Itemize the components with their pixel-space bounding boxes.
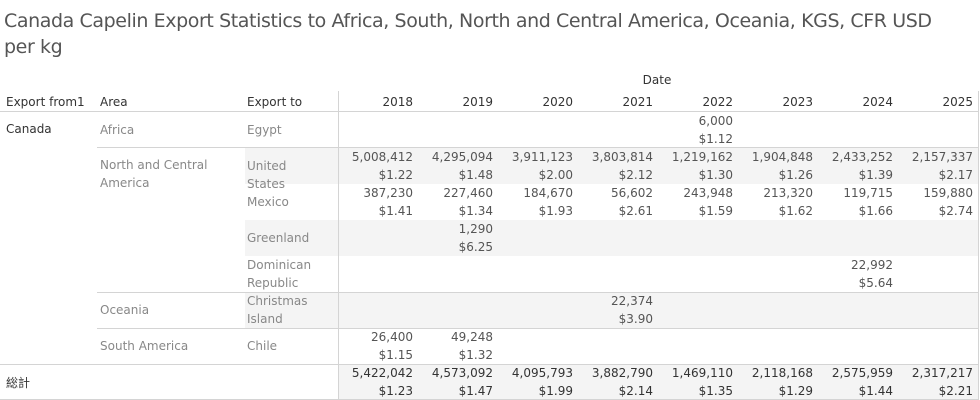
area-label: Africa: [100, 123, 135, 137]
total-kg: 3,882,790: [591, 366, 653, 380]
cell-usd: $2.00: [538, 168, 573, 182]
cell-kg: 3,911,123: [511, 150, 573, 164]
year-header-2023[interactable]: 2023: [782, 95, 813, 109]
year-header-2022[interactable]: 2022: [702, 95, 733, 109]
year-header-2019[interactable]: 2019: [462, 95, 493, 109]
cell-usd: $2.12: [618, 168, 653, 182]
total-usd: $2.14: [618, 384, 653, 398]
cell-kg: 2,433,252: [831, 150, 893, 164]
year-header-2024[interactable]: 2024: [862, 95, 893, 109]
export-to-label: Dominican Republic: [247, 258, 312, 290]
export-to-label: Mexico: [247, 195, 289, 209]
total-usd: $1.23: [378, 384, 413, 398]
total-usd: $1.47: [458, 384, 493, 398]
cell-kg: 387,230: [363, 186, 413, 200]
year-header-2018[interactable]: 2018: [382, 95, 413, 109]
header-export-from[interactable]: Export from1: [6, 95, 85, 109]
cell-kg: 227,460: [443, 186, 493, 200]
export-to-label: Chile: [247, 339, 278, 353]
right-border: [978, 91, 979, 400]
cell-usd: $1.30: [698, 168, 733, 182]
column-divider: [338, 91, 339, 400]
column-group-date: Date: [642, 73, 672, 87]
cell-kg: 6,000: [698, 114, 733, 128]
total-kg: 4,573,092: [431, 366, 493, 380]
total-usd: $2.21: [938, 384, 973, 398]
header-divider: [0, 111, 978, 112]
cell-usd: $1.15: [378, 348, 413, 362]
cell-kg: 1,219,162: [671, 150, 733, 164]
area-label: Oceania: [100, 303, 150, 317]
page-title: Canada Capelin Export Statistics to Afri…: [4, 10, 932, 58]
cell-usd: $3.90: [618, 312, 653, 326]
total-usd: $1.99: [538, 384, 573, 398]
cell-kg: 1,904,848: [751, 150, 813, 164]
area-divider-north-america: [97, 292, 978, 293]
cell-kg: 5,008,412: [351, 150, 413, 164]
cell-kg: 22,992: [851, 258, 893, 272]
export-to-label: Egypt: [247, 123, 282, 137]
cell-usd: $1.48: [458, 168, 493, 182]
cell-kg: 2,157,337: [911, 150, 973, 164]
export-to-label: Christmas Island: [247, 294, 308, 326]
cell-usd: $1.41: [378, 204, 413, 218]
cell-usd: $1.34: [458, 204, 493, 218]
total-usd: $1.29: [778, 384, 813, 398]
cell-usd: $5.64: [858, 276, 893, 290]
header-export-to[interactable]: Export to: [247, 95, 303, 109]
total-kg: 4,095,793: [511, 366, 573, 380]
cell-kg: 56,602: [611, 186, 653, 200]
cell-kg: 22,374: [611, 294, 653, 308]
area-label: North and Central America: [100, 158, 208, 190]
row-band-greenland: [245, 220, 978, 256]
cell-kg: 1,290: [458, 222, 493, 236]
row-band-christmas-island: [245, 293, 978, 328]
cell-usd: $1.22: [378, 168, 413, 182]
cell-usd: $1.26: [778, 168, 813, 182]
cell-kg: 3,803,814: [591, 150, 653, 164]
year-header-2020[interactable]: 2020: [542, 95, 573, 109]
cell-usd: $1.66: [858, 204, 893, 218]
area-divider-africa: [97, 147, 978, 148]
cell-kg: 159,880: [923, 186, 973, 200]
cell-kg: 49,248: [451, 330, 493, 344]
cell-usd: $6.25: [458, 240, 493, 254]
total-divider-top: [0, 364, 978, 365]
export-to-label: United States: [247, 159, 287, 191]
cell-usd: $1.62: [778, 204, 813, 218]
cell-kg: 26,400: [371, 330, 413, 344]
cell-usd: $2.17: [938, 168, 973, 182]
total-kg: 2,118,168: [751, 366, 813, 380]
row-band-united-states: [245, 148, 978, 184]
header-area[interactable]: Area: [100, 95, 128, 109]
total-kg: 1,469,110: [671, 366, 733, 380]
grand-total-label: 総計: [6, 376, 31, 390]
cell-kg: 184,670: [523, 186, 573, 200]
cell-kg: 213,320: [763, 186, 813, 200]
total-kg: 5,422,042: [351, 366, 413, 380]
year-header-2025[interactable]: 2025: [942, 95, 973, 109]
row-band-grand-total: [338, 365, 978, 399]
cell-usd: $1.39: [858, 168, 893, 182]
total-usd: $1.44: [858, 384, 893, 398]
export-from-canada: Canada: [6, 122, 52, 136]
cell-kg: 119,715: [843, 186, 893, 200]
total-usd: $1.35: [698, 384, 733, 398]
total-kg: 2,317,217: [911, 366, 973, 380]
cell-usd: $1.32: [458, 348, 493, 362]
total-kg: 2,575,959: [831, 366, 893, 380]
year-header-2021[interactable]: 2021: [622, 95, 653, 109]
cell-kg: 4,295,094: [431, 150, 493, 164]
area-label: South America: [100, 339, 189, 353]
cell-usd: $1.12: [698, 132, 733, 146]
cell-kg: 243,948: [683, 186, 733, 200]
cell-usd: $2.61: [618, 204, 653, 218]
area-divider-oceania: [97, 328, 978, 329]
export-to-label: Greenland: [247, 231, 310, 245]
cell-usd: $1.93: [538, 204, 573, 218]
cell-usd: $2.74: [938, 204, 973, 218]
cell-usd: $1.59: [698, 204, 733, 218]
